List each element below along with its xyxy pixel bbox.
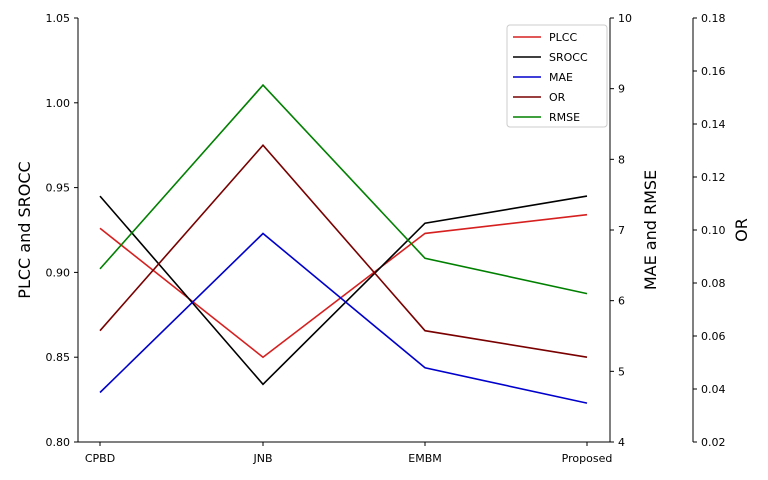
series-line-mae <box>99 232 588 404</box>
series-line-srocc <box>99 195 588 386</box>
outer-axis-tick-label: 0.18 <box>701 12 726 25</box>
series-line-or <box>99 143 588 358</box>
outer-axis-tick-label: 0.12 <box>701 171 726 184</box>
legend-box <box>506 24 608 128</box>
left-axis-title: PLCC and SROCC <box>15 161 34 298</box>
outer-axis-tick-label: 0.08 <box>701 277 726 290</box>
outer-axis-title: OR <box>732 218 751 242</box>
outer-axis-tick-label: 0.02 <box>701 436 726 449</box>
legend-label-rmse: RMSE <box>549 111 580 124</box>
right-axis-tick-label: 5 <box>618 365 625 378</box>
right-axis-tick-label: 7 <box>618 224 625 237</box>
x-axis-tick-label: JNB <box>252 452 272 465</box>
legend-label-plcc: PLCC <box>549 31 577 44</box>
legend-label-or: OR <box>549 91 566 104</box>
right-axis-tick-label: 4 <box>618 436 625 449</box>
left-axis-tick-label: 0.90 <box>46 266 71 279</box>
series-line-plcc <box>99 213 588 359</box>
x-axis-tick-label: CPBD <box>85 452 115 465</box>
left-axis-tick-label: 1.00 <box>46 97 71 110</box>
legend-label-mae: MAE <box>549 71 573 84</box>
outer-axis-tick-label: 0.10 <box>701 224 726 237</box>
right-axis-tick-label: 9 <box>618 83 625 96</box>
ticks: 0.80 0.85 0.90 0.95 1.00 1.05 4 5 6 7 8 9 10 0.02 0.04… <box>46 12 726 465</box>
left-axis-tick-label: 1.05 <box>46 12 71 25</box>
left-axis-tick-label: 0.95 <box>46 182 71 195</box>
right-axis-tick-label: 6 <box>618 295 625 308</box>
outer-axis-tick-label: 0.04 <box>701 383 726 396</box>
left-axis-tick-label: 0.80 <box>46 436 71 449</box>
x-axis-tick-label: EMBM <box>408 452 441 465</box>
right-axis-tick-label: 8 <box>618 153 625 166</box>
outer-axis-tick-label: 0.16 <box>701 65 726 78</box>
right-axis-tick-label: 10 <box>618 12 632 25</box>
outer-axis-tick-label: 0.14 <box>701 118 726 131</box>
left-axis-tick-label: 0.85 <box>46 351 71 364</box>
right-axis-title: MAE and RMSE <box>641 170 660 290</box>
legend: PLCC SROCC MAE OR RMSE <box>506 24 608 128</box>
series-lines <box>99 83 588 404</box>
x-axis-tick-label: Proposed <box>562 452 613 465</box>
outer-axis-tick-label: 0.06 <box>701 330 726 343</box>
legend-entries: PLCC SROCC MAE OR RMSE <box>513 31 588 124</box>
series-line-rmse <box>99 83 588 295</box>
legend-label-srocc: SROCC <box>549 51 588 64</box>
